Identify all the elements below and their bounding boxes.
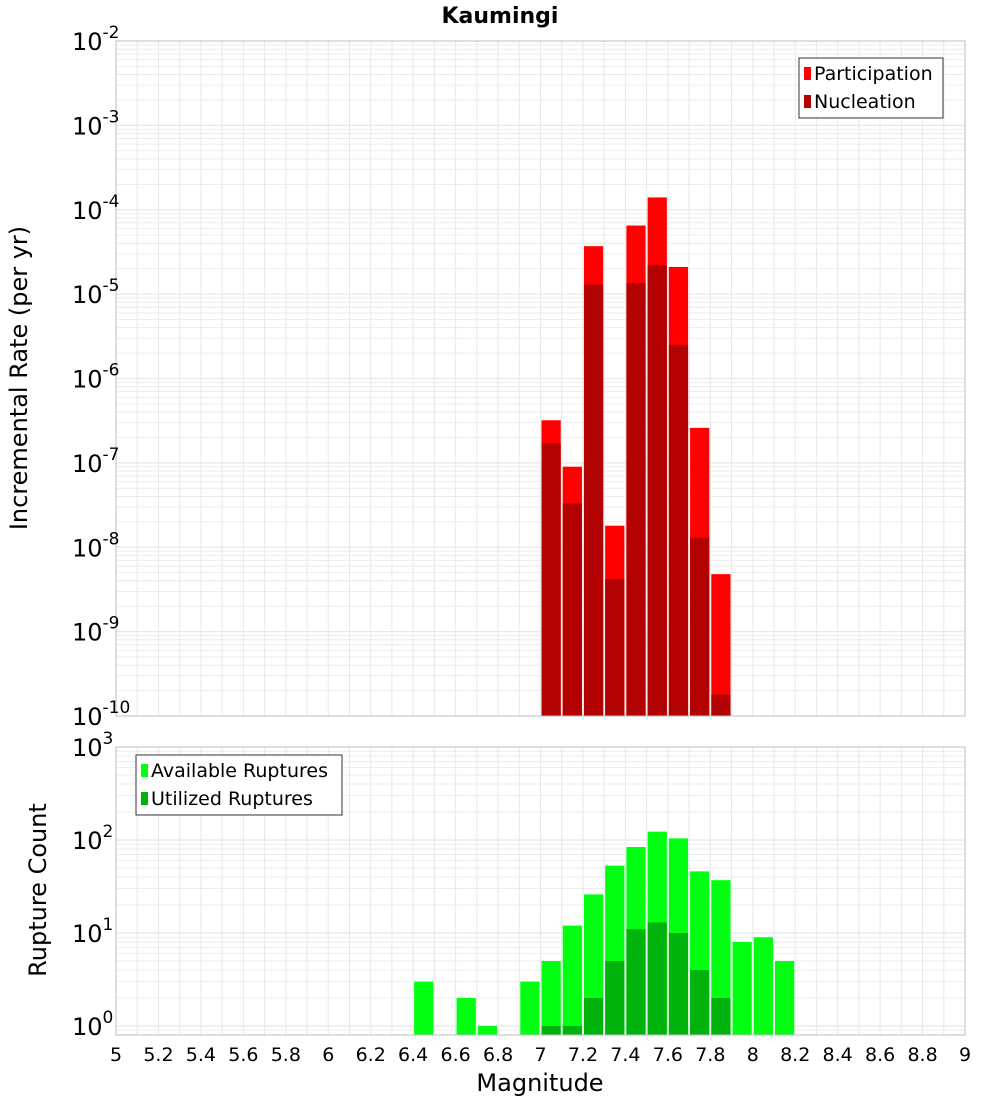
bottom-bar-a bbox=[477, 1025, 498, 1035]
bottom-bar-a bbox=[753, 937, 773, 1035]
bottom-bar-a bbox=[520, 981, 540, 1035]
x-tick-label: 7.8 bbox=[695, 1044, 725, 1066]
x-tick-label: 6.6 bbox=[440, 1044, 470, 1066]
x-axis-label: Magnitude bbox=[476, 1069, 603, 1097]
top-bar-b bbox=[541, 443, 561, 716]
x-tick-label: 7 bbox=[534, 1044, 546, 1066]
top-y-tick-label: 10-4 bbox=[72, 192, 120, 225]
top-bar-b bbox=[647, 265, 667, 716]
top-bar-b bbox=[711, 694, 731, 716]
bottom-bar-a bbox=[562, 925, 582, 1035]
x-tick-label: 8.8 bbox=[907, 1044, 937, 1066]
top-y-tick-label: 10-9 bbox=[72, 614, 120, 647]
top-bar-a bbox=[711, 574, 731, 716]
top-bar-b bbox=[583, 284, 604, 716]
top-bar-b bbox=[605, 579, 625, 716]
x-tick-label: 8.2 bbox=[780, 1044, 810, 1066]
bottom-legend-swatch bbox=[141, 792, 148, 805]
top-y-tick-label: 10-3 bbox=[72, 107, 120, 140]
top-legend-label: Participation bbox=[814, 63, 933, 85]
bottom-bar-b bbox=[605, 960, 625, 1035]
bottom-legend-label: Available Ruptures bbox=[151, 760, 328, 782]
top-legend bbox=[798, 57, 944, 119]
x-tick-label: 7.4 bbox=[610, 1044, 640, 1066]
bottom-y-tick-label: 101 bbox=[72, 915, 113, 948]
top-bar-b bbox=[668, 344, 689, 716]
top-bar-b bbox=[562, 503, 582, 716]
x-tick-label: 5.8 bbox=[271, 1044, 301, 1066]
top-bar-b bbox=[690, 537, 710, 716]
top-legend-swatch bbox=[804, 95, 811, 108]
bottom-y-tick-label: 103 bbox=[72, 729, 113, 762]
x-tick-label: 8.6 bbox=[865, 1044, 895, 1066]
bottom-plot-frame bbox=[115, 746, 966, 1036]
top-y-axis-label: Incremental Rate (per yr) bbox=[5, 226, 33, 530]
x-tick-label: 5.4 bbox=[186, 1044, 216, 1066]
bottom-y-tick-label: 100 bbox=[72, 1008, 113, 1041]
bottom-bar-a bbox=[541, 960, 561, 1035]
x-tick-label: 7.6 bbox=[653, 1044, 683, 1066]
bottom-bar-b bbox=[668, 932, 689, 1035]
x-tick-label: 5.6 bbox=[228, 1044, 258, 1066]
top-y-tick-label: 10-5 bbox=[72, 276, 120, 309]
x-tick-label: 6 bbox=[322, 1044, 334, 1066]
bottom-legend-swatch bbox=[141, 764, 148, 777]
top-legend-label: Nucleation bbox=[814, 91, 916, 113]
x-tick-label: 6.4 bbox=[398, 1044, 428, 1066]
bottom-bar-b bbox=[711, 997, 731, 1035]
bottom-bar-b bbox=[626, 929, 646, 1035]
top-bar-b bbox=[626, 283, 646, 716]
top-legend-swatch bbox=[804, 67, 811, 80]
x-tick-label: 5 bbox=[110, 1044, 122, 1066]
bottom-legend-label: Utilized Ruptures bbox=[151, 788, 313, 810]
bottom-bar-a bbox=[414, 981, 434, 1035]
x-tick-label: 5.2 bbox=[143, 1044, 173, 1066]
bottom-bar-b bbox=[690, 969, 710, 1035]
top-y-tick-label: 10-10 bbox=[72, 698, 130, 731]
bottom-bar-a bbox=[774, 960, 795, 1035]
top-y-tick-label: 10-2 bbox=[72, 23, 120, 56]
top-y-tick-label: 10-6 bbox=[72, 361, 120, 394]
x-tick-label: 7.2 bbox=[568, 1044, 598, 1066]
bottom-bar-a bbox=[711, 880, 731, 1035]
bottom-bar-b bbox=[541, 1025, 561, 1035]
bottom-y-axis-label: Rupture Count bbox=[24, 803, 52, 977]
x-tick-label: 9 bbox=[959, 1044, 971, 1066]
x-tick-label: 8.4 bbox=[823, 1044, 853, 1066]
bottom-legend bbox=[135, 754, 343, 816]
bottom-y-tick-label: 102 bbox=[72, 822, 113, 855]
bottom-bar-b bbox=[562, 1025, 582, 1035]
x-tick-label: 8 bbox=[747, 1044, 759, 1066]
top-y-tick-label: 10-7 bbox=[72, 445, 120, 478]
bottom-bar-b bbox=[583, 997, 604, 1035]
top-plot-frame bbox=[115, 40, 966, 717]
bottom-bar-a bbox=[732, 942, 752, 1035]
top-y-tick-label: 10-8 bbox=[72, 529, 120, 562]
bottom-bar-b bbox=[647, 922, 667, 1035]
chart-title: Kaumingi bbox=[442, 4, 559, 29]
x-tick-label: 6.2 bbox=[356, 1044, 386, 1066]
bottom-bar-a bbox=[456, 997, 476, 1035]
x-tick-label: 6.8 bbox=[483, 1044, 513, 1066]
